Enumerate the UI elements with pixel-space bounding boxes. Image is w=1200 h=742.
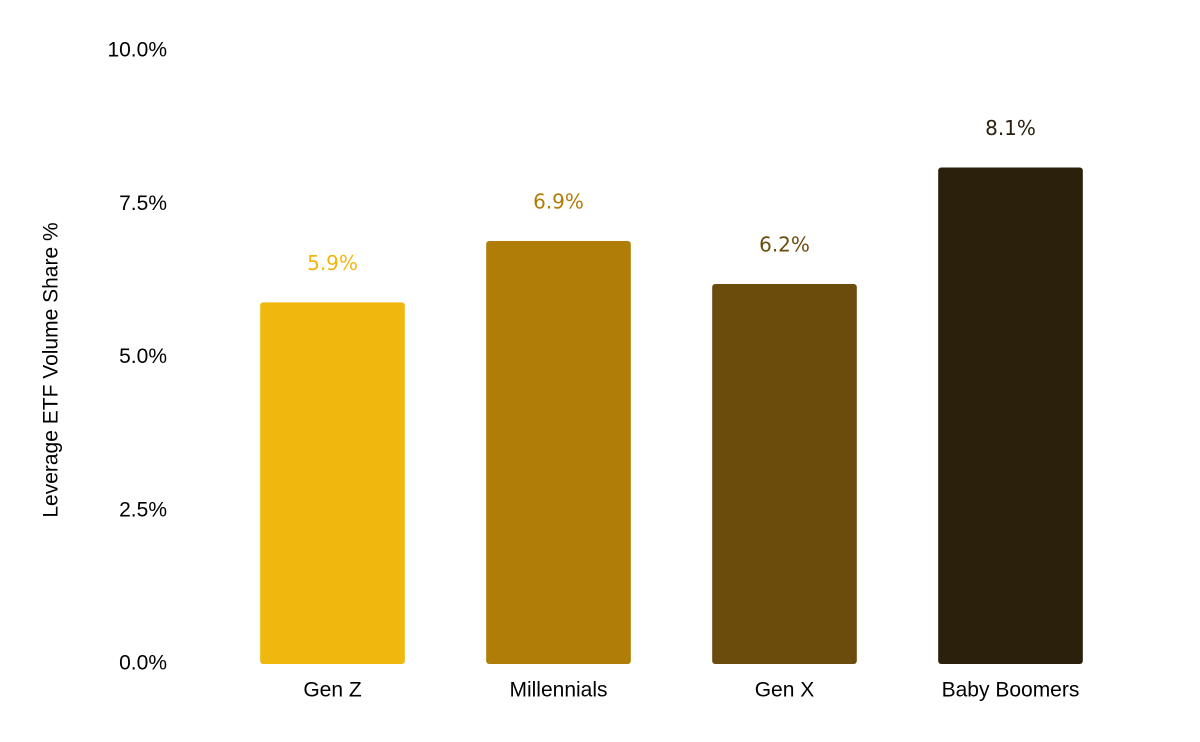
- y-tick-label: 2.5%: [119, 498, 167, 521]
- value-label: 5.9%: [307, 251, 358, 275]
- y-tick-label: 0.0%: [119, 652, 167, 675]
- x-tick-label: Baby Boomers: [942, 679, 1080, 702]
- bar: [486, 241, 631, 664]
- y-tick-label: 5.0%: [119, 345, 167, 368]
- y-tick-label: 7.5%: [119, 192, 167, 215]
- y-axis-label: Leverage ETF Volume Share %: [40, 222, 63, 517]
- value-label: 6.9%: [533, 190, 584, 214]
- value-label: 6.2%: [759, 232, 810, 256]
- bar: [938, 167, 1083, 664]
- bar: [712, 283, 857, 664]
- x-tick-label: Millennials: [509, 679, 607, 702]
- bar: [260, 302, 405, 664]
- value-label: 8.1%: [985, 116, 1036, 140]
- x-tick-label: Gen X: [755, 679, 815, 702]
- y-tick-label: 10.0%: [107, 39, 167, 62]
- x-tick-label: Gen Z: [303, 679, 362, 702]
